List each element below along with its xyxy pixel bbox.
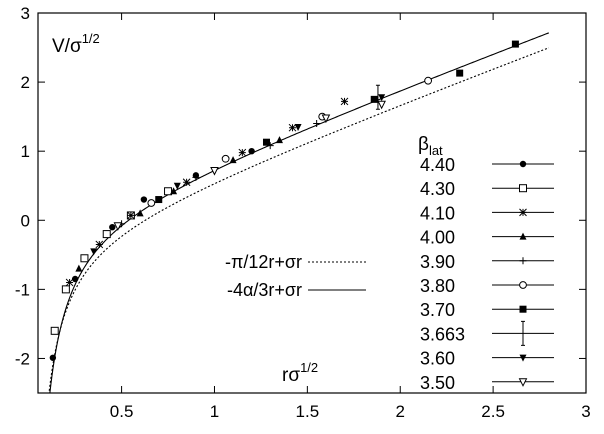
data-point-4.30 [61,285,70,294]
legend-label: 4.30 [420,179,455,199]
ticks-layer: 0.5 1 1.5 2 2.5 3 -2 -1 0 1 2 3 [15,4,591,421]
x-tick-label: 2.5 [481,402,505,421]
curve-dotted [48,47,550,393]
data-point-4.00 [275,136,283,144]
legend-label: 3.663 [420,324,465,344]
data-point-3.90 [192,173,200,181]
legend-label: 3.80 [420,276,455,296]
data-point-3.70 [370,95,378,103]
legend-item: 4.10 [420,203,554,223]
data-point-3.90 [313,120,321,128]
legend-marker [519,354,527,362]
legend-item: 3.90 [420,252,554,272]
data-point-3.60 [173,182,181,190]
data-point-4.10 [238,148,247,157]
y-tick-label: -2 [15,349,30,368]
legend-marker [519,184,527,193]
data-point-4.00 [75,264,83,272]
y-tick-label: 3 [21,4,30,23]
data-point-3.80 [424,76,433,85]
legend-item: 3.663 [420,320,554,346]
plot-frame [37,12,587,394]
data-point-4.40 [71,275,79,283]
legend-label: 3.70 [420,300,455,320]
x-tick-label: 0.5 [110,402,134,421]
data-point-4.30 [50,326,59,335]
x-tick-label: 3 [581,402,590,421]
data-point-4.10 [340,97,349,106]
data-point-4.40 [109,223,116,231]
data-point-3.70 [511,40,519,48]
legend-marker [521,320,525,346]
data-point-4.00 [229,156,237,164]
data-point-4.00 [170,187,178,195]
x-tick-label: 1 [210,402,219,421]
curve-legend-item: -π/12r+σr [225,252,366,272]
legend-marker [518,378,528,387]
data-point-3.50 [321,114,331,124]
legend-label: 4.00 [420,228,455,248]
data-point-4.40 [248,147,255,155]
legend-item: 4.40 [420,155,554,175]
data-point-4.10 [127,211,135,220]
y-axis-label: V/σ1/2 [52,31,100,57]
data-point-4.30 [164,187,173,196]
legend-label: 3.60 [420,349,455,369]
x-tick-label: 2 [396,402,405,421]
legend-marker [519,232,527,240]
legend: 4.40 4.30 4.10 4.00 3.90 3.80 3.70 3.663 3.60 3.5… [420,155,554,393]
data-point-4.40 [49,354,57,361]
legend-item: 4.30 [420,179,554,199]
data-point-4.10 [65,278,74,287]
data-point-3.60 [378,94,386,102]
y-tick-label: -1 [15,280,30,299]
legend-item: 3.50 [420,373,554,393]
data-point-3.60 [90,248,98,256]
legend-item: 3.70 [420,300,554,320]
data-point-3.60 [294,124,302,131]
legend-marker [519,160,527,168]
data-point-3.663 [375,84,380,110]
data-point-3.80 [221,154,230,163]
curve-legend-item: -4α/3r+σr [227,280,366,300]
data-point-3.70 [456,69,464,77]
data-point-4.40 [140,196,148,203]
data-point-3.70 [155,196,163,204]
legend-item: 3.80 [420,276,554,296]
data-point-4.00 [136,209,144,217]
legend-title: βlat [418,134,443,158]
data-point-3.50 [210,167,219,176]
data-point-3.70 [262,138,270,146]
legend-label: 3.90 [420,252,455,272]
data-point-4.10 [182,178,191,187]
y-tick-label: 2 [21,73,30,92]
data-point-4.30 [102,230,111,239]
legend-label: 3.50 [420,373,455,393]
legend-marker [519,281,527,289]
legend-marker [519,208,527,217]
data-point-3.50 [113,222,123,231]
data-point-4.30 [80,254,89,263]
data-point-4.10 [288,123,297,132]
curve-legend: -π/12r+σr -4α/3r+σr [225,252,366,300]
x-tick-label: 1.5 [296,402,320,421]
legend-item: 3.60 [420,349,554,369]
data-point-4.10 [95,240,104,249]
y-tick-label: 1 [21,142,30,161]
points-layer [49,40,519,361]
legend-item: 4.00 [420,228,554,248]
legend-label: 4.10 [420,203,455,223]
curve-legend-label: -4α/3r+σr [227,280,302,300]
curve-legend-label: -π/12r+σr [225,252,302,272]
legend-label: 4.40 [420,155,455,175]
data-point-3.50 [377,100,386,110]
data-point-3.80 [147,199,156,207]
legend-marker [519,257,527,265]
y-tick-label: 0 [21,211,30,230]
legend-marker [519,305,527,313]
x-axis-label: rσ1/2 [282,360,318,386]
